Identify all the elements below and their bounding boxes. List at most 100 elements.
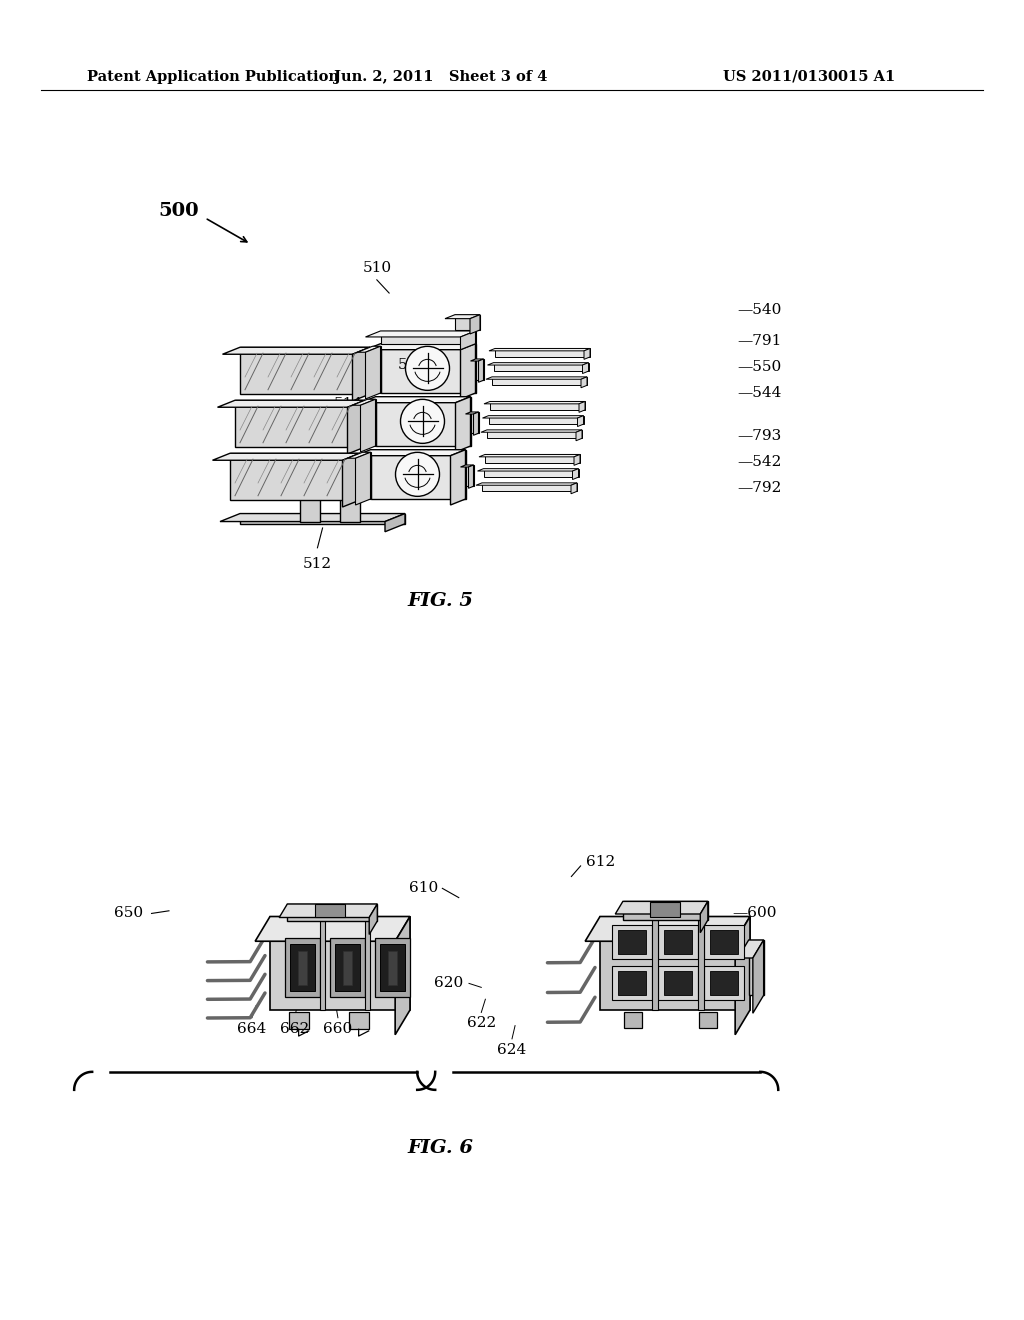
Text: —540: —540: [737, 304, 781, 317]
Circle shape: [400, 400, 444, 444]
Polygon shape: [362, 453, 371, 499]
Polygon shape: [376, 397, 470, 446]
Polygon shape: [340, 496, 360, 521]
Text: 660: 660: [324, 1022, 352, 1036]
Polygon shape: [370, 904, 377, 935]
Text: —544: —544: [737, 387, 781, 400]
Polygon shape: [461, 343, 475, 399]
Polygon shape: [477, 469, 579, 471]
Polygon shape: [618, 931, 646, 954]
Polygon shape: [355, 453, 371, 506]
Polygon shape: [360, 399, 376, 451]
Polygon shape: [456, 397, 470, 451]
Polygon shape: [475, 359, 483, 380]
Polygon shape: [319, 916, 325, 1010]
Text: FIG. 5: FIG. 5: [408, 591, 473, 610]
Polygon shape: [380, 944, 406, 991]
Text: —542: —542: [737, 455, 781, 469]
Circle shape: [395, 453, 439, 496]
Polygon shape: [618, 972, 646, 995]
Polygon shape: [483, 469, 579, 477]
Polygon shape: [473, 412, 478, 436]
Polygon shape: [571, 483, 577, 494]
Polygon shape: [584, 348, 590, 359]
Polygon shape: [455, 314, 480, 330]
Polygon shape: [652, 916, 658, 1010]
Text: —550: —550: [737, 360, 781, 374]
Polygon shape: [650, 902, 680, 916]
Polygon shape: [315, 904, 345, 916]
Text: 512: 512: [303, 557, 332, 572]
Polygon shape: [575, 430, 582, 441]
Text: —600: —600: [732, 907, 776, 920]
Polygon shape: [222, 347, 370, 354]
Polygon shape: [466, 412, 478, 414]
Text: Jun. 2, 2011   Sheet 3 of 4: Jun. 2, 2011 Sheet 3 of 4: [334, 70, 547, 83]
Polygon shape: [495, 348, 590, 356]
Polygon shape: [365, 916, 370, 1010]
Polygon shape: [481, 430, 582, 432]
Polygon shape: [583, 363, 589, 374]
Polygon shape: [494, 363, 589, 371]
Polygon shape: [466, 465, 473, 486]
Polygon shape: [487, 430, 582, 438]
Polygon shape: [451, 450, 466, 506]
Polygon shape: [476, 483, 577, 486]
Polygon shape: [581, 376, 587, 388]
Text: 552: 552: [398, 358, 427, 372]
Polygon shape: [490, 401, 585, 411]
Polygon shape: [623, 902, 708, 920]
Polygon shape: [347, 400, 365, 454]
Polygon shape: [484, 401, 585, 404]
Polygon shape: [612, 966, 652, 999]
Polygon shape: [492, 376, 587, 385]
Text: 610: 610: [409, 882, 438, 895]
Polygon shape: [664, 931, 692, 954]
Polygon shape: [735, 916, 750, 1035]
Polygon shape: [469, 465, 473, 488]
Polygon shape: [710, 931, 738, 954]
Polygon shape: [470, 314, 480, 334]
Polygon shape: [700, 902, 708, 933]
Polygon shape: [289, 1012, 308, 1030]
Polygon shape: [366, 331, 475, 337]
Text: —793: —793: [737, 429, 781, 442]
Polygon shape: [698, 1012, 717, 1027]
Polygon shape: [470, 359, 483, 360]
Polygon shape: [355, 450, 466, 455]
Text: —792: —792: [737, 482, 781, 495]
Polygon shape: [624, 1012, 642, 1027]
Polygon shape: [255, 916, 410, 941]
Polygon shape: [385, 513, 406, 532]
Polygon shape: [343, 950, 352, 985]
Polygon shape: [461, 331, 475, 350]
Polygon shape: [240, 347, 370, 393]
Polygon shape: [388, 950, 397, 985]
Text: 612: 612: [586, 855, 615, 869]
Polygon shape: [698, 916, 705, 1010]
Text: 620: 620: [433, 977, 463, 990]
Polygon shape: [488, 416, 584, 424]
Polygon shape: [298, 950, 307, 985]
Text: 664: 664: [238, 1022, 266, 1036]
Polygon shape: [366, 343, 475, 350]
Polygon shape: [482, 416, 584, 418]
Polygon shape: [445, 314, 480, 318]
Polygon shape: [486, 376, 587, 379]
Text: —791: —791: [737, 334, 781, 347]
Polygon shape: [579, 401, 585, 412]
Polygon shape: [373, 346, 381, 393]
Polygon shape: [489, 348, 590, 351]
Polygon shape: [352, 399, 376, 405]
Polygon shape: [352, 347, 370, 401]
Polygon shape: [368, 399, 376, 446]
Polygon shape: [371, 450, 466, 499]
Polygon shape: [615, 902, 708, 913]
Polygon shape: [578, 416, 584, 426]
Polygon shape: [381, 343, 475, 393]
Polygon shape: [335, 944, 360, 991]
Polygon shape: [217, 400, 365, 408]
Polygon shape: [375, 937, 410, 997]
Polygon shape: [342, 453, 360, 507]
Text: Patent Application Publication: Patent Application Publication: [87, 70, 339, 83]
